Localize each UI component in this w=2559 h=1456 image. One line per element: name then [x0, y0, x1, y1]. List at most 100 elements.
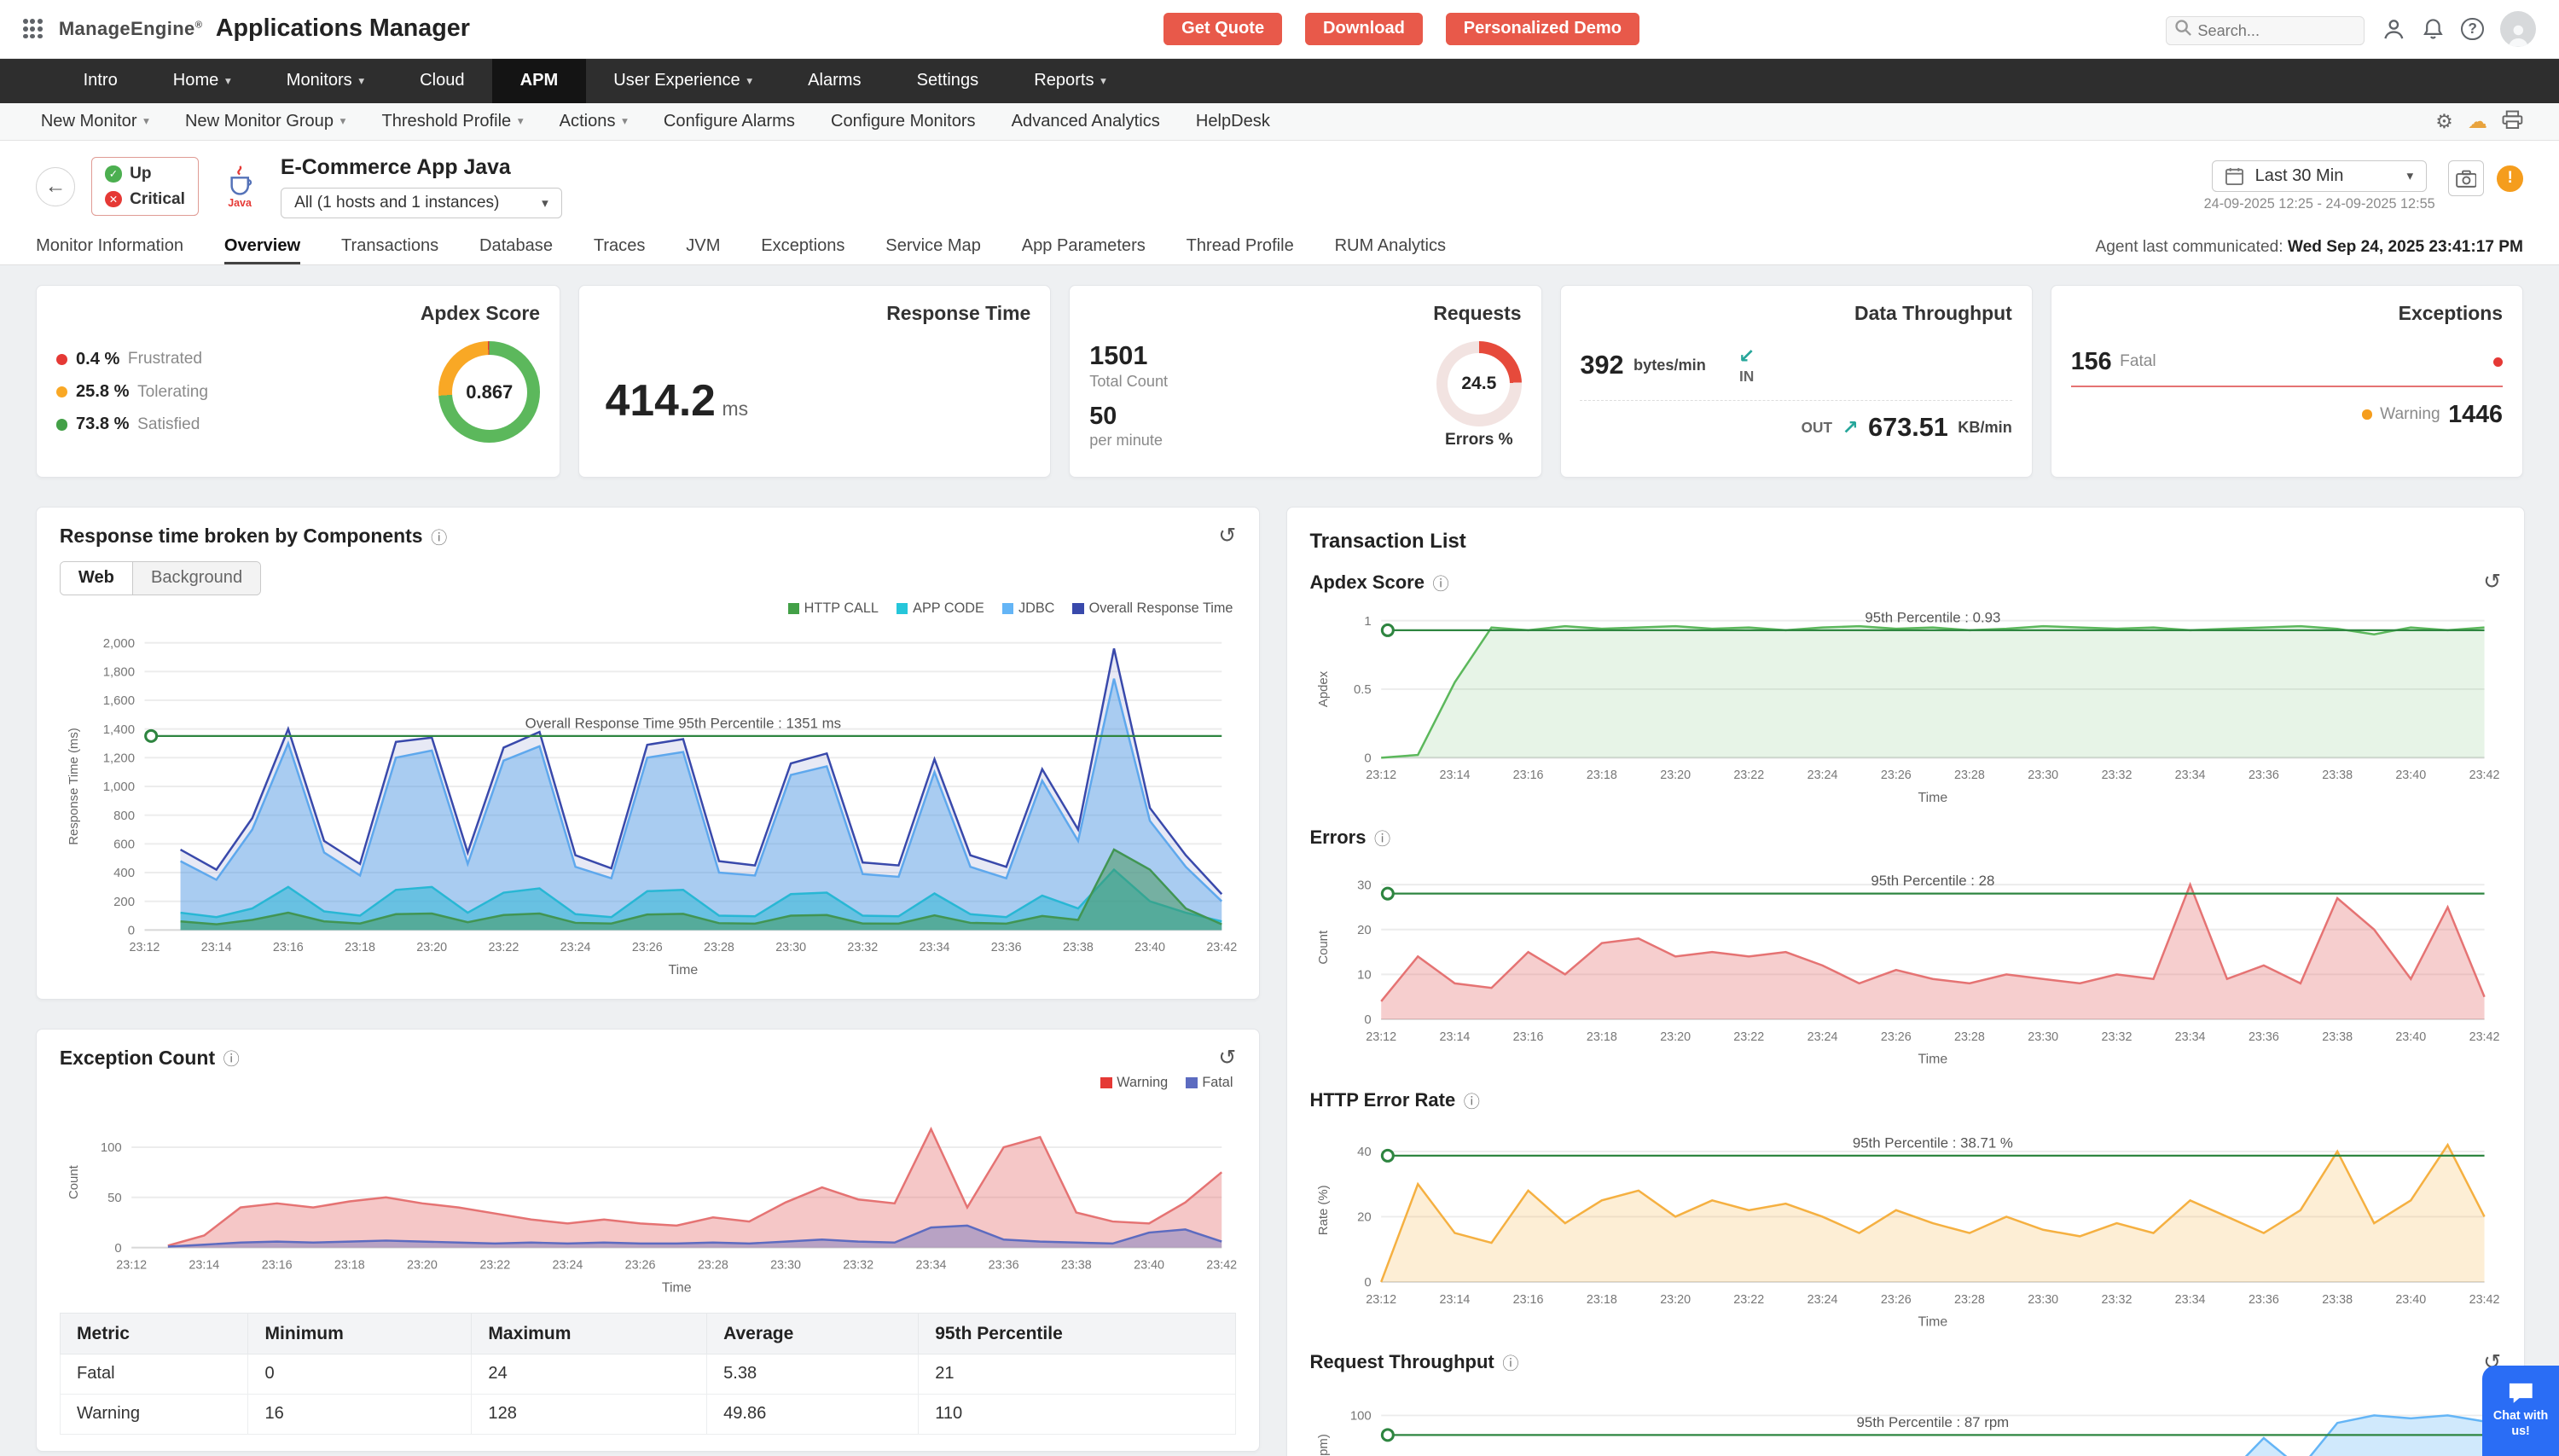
tab-thread-profile[interactable]: Thread Profile [1186, 235, 1294, 255]
print-icon[interactable] [2502, 110, 2523, 133]
info-icon[interactable]: ⓘ [1463, 1093, 1480, 1111]
info-icon[interactable]: ⓘ [1502, 1354, 1519, 1373]
svg-text:23:24: 23:24 [1808, 1030, 1838, 1044]
svg-text:23:36: 23:36 [2249, 1293, 2279, 1307]
data-throughput-card: Data Throughput 392 bytes/min ↙ IN OUT ↗… [1559, 285, 2033, 478]
back-button[interactable]: ← [36, 166, 75, 206]
chat-widget[interactable]: Chat with us! [2482, 1366, 2559, 1456]
tab-monitor-information[interactable]: Monitor Information [36, 235, 184, 255]
svg-text:23:24: 23:24 [1808, 1293, 1838, 1307]
chat-label: Chat with us! [2492, 1409, 2549, 1439]
search-input[interactable] [2166, 15, 2365, 46]
nav-item-settings[interactable]: Settings [916, 71, 979, 90]
settings-gear-icon[interactable]: ⚙ [2435, 109, 2453, 132]
info-icon[interactable]: ⓘ [1374, 831, 1391, 850]
section-title-http-error-rate: HTTP Error Rate [1309, 1088, 1456, 1111]
history-icon[interactable]: ↺ [1218, 524, 1237, 548]
subnav-item-advanced-analytics[interactable]: Advanced Analytics [1011, 111, 1160, 131]
http-error-rate-chart: 0 20 40 23:12 23:14 23:16 23:18 23:20 23:22 23:24… [1309, 1112, 2501, 1334]
help-icon[interactable]: ? [2461, 17, 2485, 41]
subnav-item-configure-alarms[interactable]: Configure Alarms [663, 111, 795, 131]
nav-item-alarms[interactable]: Alarms [808, 71, 862, 90]
tab-database[interactable]: Database [479, 235, 553, 255]
subnav-item-actions[interactable]: Actions ▾ [559, 111, 628, 131]
app-grid-icon[interactable] [22, 19, 43, 39]
svg-text:Time: Time [1918, 1314, 1948, 1329]
chevron-down-icon: ▾ [1100, 73, 1106, 87]
nav-item-reports[interactable]: Reports ▾ [1034, 71, 1106, 90]
cloud-icon[interactable]: ☁ [2467, 109, 2487, 132]
table-row: Fatal 0 24 5.38 21 [59, 1353, 1237, 1395]
toggle-background[interactable]: Background [131, 561, 261, 595]
svg-text:23:22: 23:22 [1734, 769, 1765, 782]
download-button[interactable]: Download [1304, 12, 1423, 46]
avatar[interactable] [2500, 10, 2537, 47]
info-icon[interactable]: ⓘ [431, 529, 448, 548]
nav-item-intro[interactable]: Intro [83, 71, 118, 90]
svg-text:23:30: 23:30 [2028, 1293, 2059, 1307]
tab-overview[interactable]: Overview [223, 229, 301, 265]
svg-text:23:36: 23:36 [991, 941, 1022, 954]
fatal-trend-line [2070, 386, 2504, 388]
svg-text:23:28: 23:28 [1954, 769, 1985, 782]
errors-percent-donut: 24.5 [1436, 341, 1522, 426]
exception-table: Metric Minimum Maximum Average 95th Percenti… [59, 1313, 1237, 1435]
tab-jvm[interactable]: JVM [686, 235, 721, 255]
kpi-row: Apdex Score 0.4 % Frustrated 25.8 % Tolerat… [36, 285, 2523, 478]
notifications-bell-icon[interactable] [2422, 17, 2445, 42]
svg-text:Time: Time [662, 1280, 692, 1295]
svg-text:Time: Time [1918, 1053, 1948, 1067]
apdex-gauge: 0.867 [438, 341, 541, 443]
fatal-count: 156 [2070, 347, 2112, 375]
subnav-item-new-monitor-group[interactable]: New Monitor Group ▾ [184, 111, 346, 131]
info-icon[interactable]: ⓘ [223, 1051, 240, 1070]
svg-text:23:26: 23:26 [1881, 1293, 1912, 1307]
nav-item-monitors[interactable]: Monitors ▾ [286, 71, 365, 90]
subnav-item-new-monitor[interactable]: New Monitor ▾ [40, 111, 149, 131]
tab-service-map[interactable]: Service Map [885, 235, 981, 255]
toggle-web[interactable]: Web [60, 561, 132, 595]
subnav-item-threshold-profile[interactable]: Threshold Profile ▾ [381, 111, 524, 131]
svg-text:23:16: 23:16 [1513, 1293, 1544, 1307]
time-range-selector[interactable]: Last 30 Min ▾ [2211, 160, 2428, 192]
svg-text:10: 10 [1358, 968, 1372, 983]
history-icon[interactable]: ↺ [1218, 1045, 1237, 1070]
svg-text:23:18: 23:18 [1587, 1030, 1617, 1044]
nav-item-cloud[interactable]: Cloud [420, 71, 465, 90]
scope-selector[interactable]: All (1 hosts and 1 instances) ▾ [280, 188, 563, 218]
section-title-request-throughput: Request Throughput [1309, 1350, 1494, 1372]
tab-exceptions[interactable]: Exceptions [761, 235, 845, 255]
user-icon[interactable] [2382, 17, 2406, 42]
card-title: Response Time [886, 302, 1031, 325]
tab-rum-analytics[interactable]: RUM Analytics [1334, 235, 1447, 255]
svg-text:Time: Time [668, 963, 698, 977]
tab-transactions[interactable]: Transactions [341, 235, 439, 255]
svg-text:23:22: 23:22 [488, 941, 519, 954]
card-title: Data Throughput [1854, 302, 2012, 325]
time-range-detail: 24-09-2025 12:25 - 24-09-2025 12:55 [2203, 196, 2435, 212]
svg-text:1,400: 1,400 [103, 722, 135, 737]
personalized-demo-button[interactable]: Personalized Demo [1445, 12, 1640, 46]
tab-traces[interactable]: Traces [593, 235, 646, 255]
nav-item-apm[interactable]: APM [492, 58, 586, 103]
subnav-item-helpdesk[interactable]: HelpDesk [1195, 111, 1270, 131]
subnav-item-configure-monitors[interactable]: Configure Monitors [830, 111, 976, 131]
history-icon[interactable]: ↺ [2483, 570, 2502, 595]
svg-text:23:26: 23:26 [1881, 1030, 1912, 1044]
screenshot-camera-button[interactable] [2447, 160, 2485, 197]
svg-text:23:30: 23:30 [775, 941, 806, 954]
nav-item-home[interactable]: Home ▾ [172, 71, 231, 90]
svg-text:23:38: 23:38 [1061, 1258, 1092, 1272]
chevron-down-icon: ▾ [542, 195, 548, 211]
alert-badge[interactable]: ! [2497, 165, 2523, 192]
chart-legend: HTTP CALL APP CODE JDBC Overall Response Ti… [63, 600, 1233, 617]
nav-item-user-experience[interactable]: User Experience ▾ [613, 71, 753, 90]
requests-total-label: Total Count [1089, 373, 1169, 391]
tab-app-parameters[interactable]: App Parameters [1021, 235, 1146, 255]
svg-text:23:30: 23:30 [770, 1258, 801, 1272]
warning-count: 1446 [2448, 400, 2504, 428]
chart-legend: Warning Fatal [63, 1075, 1233, 1091]
svg-text:23:38: 23:38 [2323, 1030, 2353, 1044]
get-quote-button[interactable]: Get Quote [1163, 12, 1283, 46]
info-icon[interactable]: ⓘ [1432, 575, 1449, 594]
